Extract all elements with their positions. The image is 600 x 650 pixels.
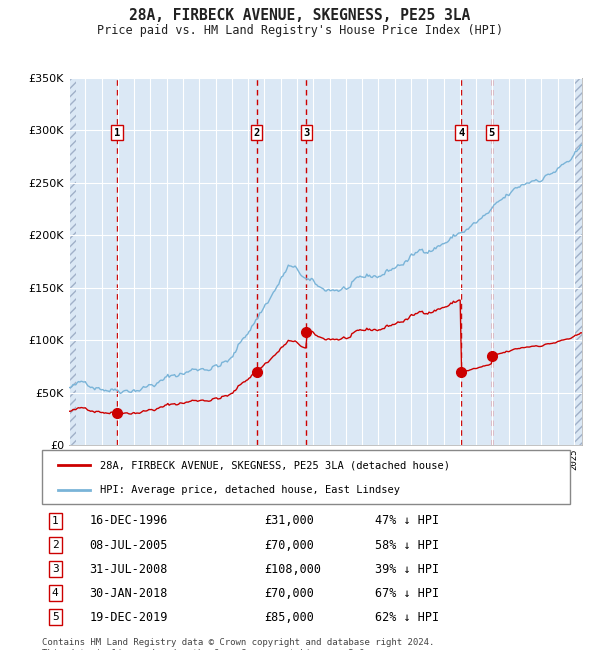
Text: Price paid vs. HM Land Registry's House Price Index (HPI): Price paid vs. HM Land Registry's House … bbox=[97, 24, 503, 37]
Text: 67% ↓ HPI: 67% ↓ HPI bbox=[374, 587, 439, 600]
Text: £108,000: £108,000 bbox=[264, 563, 321, 576]
Text: 19-DEC-2019: 19-DEC-2019 bbox=[89, 611, 168, 624]
Text: 39% ↓ HPI: 39% ↓ HPI bbox=[374, 563, 439, 576]
Text: £70,000: £70,000 bbox=[264, 539, 314, 552]
Text: 58% ↓ HPI: 58% ↓ HPI bbox=[374, 539, 439, 552]
Text: 5: 5 bbox=[52, 612, 59, 622]
Bar bbox=[575, 78, 584, 445]
Text: Contains HM Land Registry data © Crown copyright and database right 2024.
This d: Contains HM Land Registry data © Crown c… bbox=[42, 638, 434, 650]
Text: 30-JAN-2018: 30-JAN-2018 bbox=[89, 587, 168, 600]
Text: 16-DEC-1996: 16-DEC-1996 bbox=[89, 514, 168, 527]
Text: 47% ↓ HPI: 47% ↓ HPI bbox=[374, 514, 439, 527]
Text: 08-JUL-2005: 08-JUL-2005 bbox=[89, 539, 168, 552]
Text: 4: 4 bbox=[458, 127, 464, 138]
Text: 28A, FIRBECK AVENUE, SKEGNESS, PE25 3LA (detached house): 28A, FIRBECK AVENUE, SKEGNESS, PE25 3LA … bbox=[100, 460, 450, 471]
Text: 1: 1 bbox=[52, 516, 59, 526]
Text: HPI: Average price, detached house, East Lindsey: HPI: Average price, detached house, East… bbox=[100, 485, 400, 495]
Text: 62% ↓ HPI: 62% ↓ HPI bbox=[374, 611, 439, 624]
Text: 3: 3 bbox=[52, 564, 59, 574]
Bar bbox=[69, 78, 76, 445]
Text: £70,000: £70,000 bbox=[264, 587, 314, 600]
Text: 31-JUL-2008: 31-JUL-2008 bbox=[89, 563, 168, 576]
Text: 5: 5 bbox=[488, 127, 495, 138]
Text: £85,000: £85,000 bbox=[264, 611, 314, 624]
Text: 28A, FIRBECK AVENUE, SKEGNESS, PE25 3LA: 28A, FIRBECK AVENUE, SKEGNESS, PE25 3LA bbox=[130, 8, 470, 23]
Text: 1: 1 bbox=[114, 127, 121, 138]
Text: £31,000: £31,000 bbox=[264, 514, 314, 527]
Text: 3: 3 bbox=[304, 127, 310, 138]
Text: 4: 4 bbox=[52, 588, 59, 598]
Text: 2: 2 bbox=[52, 540, 59, 550]
Text: 2: 2 bbox=[253, 127, 260, 138]
